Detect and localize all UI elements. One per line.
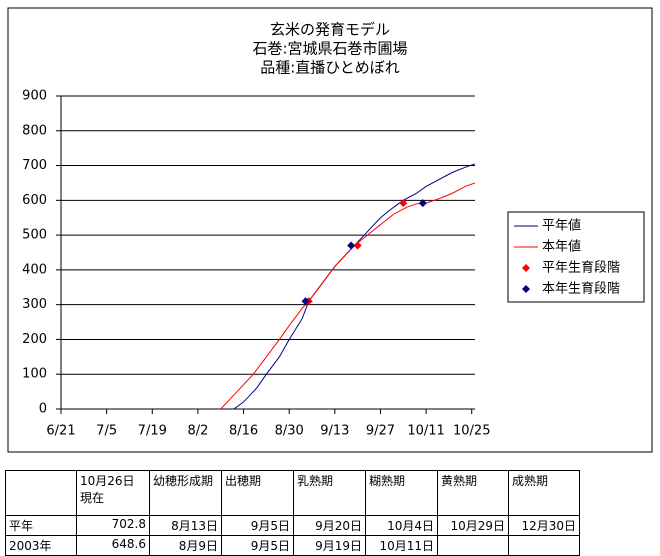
y-tick-label: 800 (22, 123, 47, 138)
cell: 10月11日 (365, 535, 438, 556)
header-text: 現在 (80, 491, 105, 505)
cell: 12月30日 (508, 515, 580, 536)
x-tick-label: 9/13 (320, 424, 349, 439)
stage-point (353, 241, 362, 250)
header-cell: 10月26日 現在 (76, 470, 150, 516)
cell: 9月20日 (293, 515, 366, 536)
cell: 平年 (5, 515, 77, 536)
x-tick-label: 10/11 (407, 424, 444, 439)
chart-title: 玄米の発育モデル (270, 21, 390, 39)
y-tick-label: 100 (22, 367, 47, 382)
cell: 8月13日 (149, 515, 222, 536)
legend-label: 本年値 (542, 239, 581, 255)
header-cell: 黄熟期 (437, 470, 509, 516)
header-text: 糊熟期 (369, 474, 406, 488)
x-tick-label: 8/30 (275, 424, 304, 439)
x-tick-label: 7/5 (96, 424, 117, 439)
x-tick-label: 8/16 (229, 424, 258, 439)
cell: 10月29日 (437, 515, 509, 536)
cell: 2003年 (5, 535, 77, 556)
x-tick-label: 10/25 (453, 424, 490, 439)
x-tick-label: 7/19 (138, 424, 167, 439)
chart-title: 石巻:宮城県石巻市圃場 (252, 40, 407, 58)
y-tick-label: 400 (22, 262, 47, 277)
x-tick-label: 6/21 (46, 424, 75, 439)
stage-point (301, 297, 310, 306)
legend-swatch (522, 264, 530, 272)
chart-title: 品種:直播ひとめぼれ (260, 59, 400, 77)
header-text: 10月26日 (80, 474, 135, 488)
stage-point (418, 199, 427, 208)
cell: 9月5日 (221, 515, 294, 536)
stage-point (399, 199, 408, 208)
header-row: 10月26日 現在 幼穂形成期 出穂期 乳熟期 糊熟期 黄熟期 成熟期 (5, 470, 580, 516)
header-cell: 幼穂形成期 (149, 470, 222, 516)
header-text: 乳熟期 (297, 474, 334, 488)
cell: 702.8 (76, 515, 150, 536)
y-tick-label: 200 (22, 332, 47, 347)
cell (437, 535, 509, 556)
header-cell: 糊熟期 (365, 470, 438, 516)
cell: 8月9日 (149, 535, 222, 556)
cell (5, 470, 77, 516)
legend-label: 平年値 (542, 218, 581, 234)
legend-swatch (522, 285, 530, 293)
y-tick-label: 500 (22, 228, 47, 243)
header-cell: 出穂期 (221, 470, 294, 516)
header-text: 黄熟期 (441, 474, 478, 488)
stage-table: 10月26日 現在 幼穂形成期 出穂期 乳熟期 糊熟期 黄熟期 成熟期 平年 702.8 8月13日… (5, 470, 580, 556)
cell (508, 535, 580, 556)
data-row: 平年 702.8 8月13日 9月5日 9月20日 10月4日 10月29日 12月30日 (5, 515, 580, 536)
x-tick-label: 8/2 (187, 424, 208, 439)
cell: 9月19日 (293, 535, 366, 556)
data-row: 2003年 648.6 8月9日 9月5日 9月19日 10月11日 (5, 535, 580, 556)
legend-label: 平年生育段階 (542, 260, 620, 276)
x-tick-label: 9/27 (366, 424, 395, 439)
cell: 648.6 (76, 535, 150, 556)
y-tick-label: 900 (22, 89, 47, 104)
cell: 9月5日 (221, 535, 294, 556)
y-tick-label: 0 (39, 402, 47, 417)
cell: 10月4日 (365, 515, 438, 536)
header-text: 幼穂形成期 (153, 474, 214, 488)
header-cell: 乳熟期 (293, 470, 366, 516)
series-line (220, 182, 476, 410)
y-tick-label: 600 (22, 193, 47, 208)
y-tick-label: 700 (22, 158, 47, 173)
y-tick-label: 300 (22, 297, 47, 312)
header-text: 成熟期 (512, 474, 549, 488)
legend-box (507, 211, 645, 303)
header-text: 出穂期 (225, 474, 262, 488)
stage-point (347, 241, 356, 250)
header-cell: 成熟期 (508, 470, 580, 516)
legend-label: 本年生育段階 (542, 281, 620, 297)
